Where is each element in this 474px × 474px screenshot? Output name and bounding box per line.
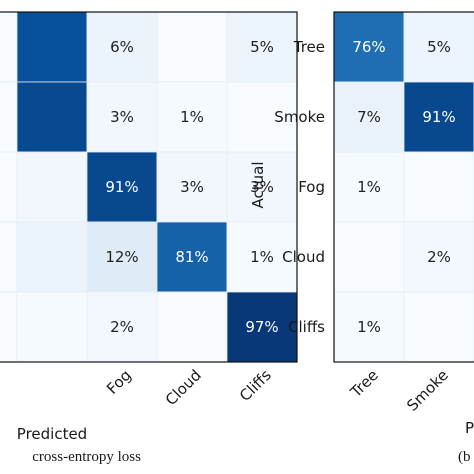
cell-value-label: 5% [250,38,274,56]
heatmap-cell [226,11,298,83]
cell-value-label: 2% [427,248,451,266]
heatmap-cell [156,291,228,363]
cell-value-label: 1% [180,108,204,126]
heatmap-cell [0,151,18,223]
heatmap-cell [226,291,298,363]
heatmap-cell [226,151,298,223]
y-tick-label: Smoke [274,108,325,126]
heatmap-cell [86,81,158,153]
cell-value-label: 76% [352,38,385,56]
cell-value-label: 6% [110,38,134,56]
y-tick-label: Fog [298,178,325,196]
heatmap-cell [16,291,88,363]
cell-value-label: 97% [245,318,278,336]
heatmap-cell [0,291,18,363]
x-tick-label: Cliffs [236,366,275,405]
x-tick-label: Tree [346,366,382,402]
heatmap-frame [333,11,474,363]
x-tick-label: Smoke [403,366,452,415]
right-confusion-matrix: 76% 5% 7% 91% 1% 2% 1% Tree Smoke Tree Smoke Fog Clo… [274,11,474,415]
cell-value-label: 1% [357,318,381,336]
cell-value-label: 12% [105,248,138,266]
cell-value-label: 3% [180,178,204,196]
heatmap-cell [86,221,158,293]
heatmap-cell [86,291,158,363]
heatmap-cell [403,151,474,223]
left-x-axis-label: Predicted [17,425,87,443]
heatmap-cell [333,81,405,153]
heatmap-cell [16,11,88,83]
cell-value-label: 1% [250,248,274,266]
cell-value-label: 7% [357,108,381,126]
cell-value-label: 3% [110,108,134,126]
heatmap-cell [0,81,18,153]
heatmap-cell [333,221,405,293]
left-caption: cross-entropy loss [32,449,141,465]
cell-value-label: 5% [427,38,451,56]
heatmap-cell [226,81,298,153]
right-caption: (b [458,449,471,465]
cell-value-label: 2% [110,318,134,336]
right-x-axis-label: P [465,419,474,437]
y-tick-label: Cliffs [288,318,325,336]
heatmap-cell [86,11,158,83]
heatmap-cell [16,81,88,153]
heatmap-cell [0,221,18,293]
heatmap-cell [403,221,474,293]
heatmap-cell [403,11,474,83]
cell-value-label: 3% [250,178,274,196]
y-tick-label: Tree [293,38,325,56]
heatmap-cell [333,11,405,83]
heatmap-cell [16,151,88,223]
heatmap-cell [403,81,474,153]
heatmap-cell [226,221,298,293]
heatmap-cell [156,81,228,153]
heatmap-cell [403,291,474,363]
x-tick-label: Fog [103,366,135,398]
cell-value-label: 1% [357,178,381,196]
heatmap-frame [0,11,298,363]
heatmap-cell [86,151,158,223]
x-tick-label: Cloud [162,366,205,409]
cell-value-label: 91% [105,178,138,196]
heatmap-cell [156,11,228,83]
heatmap-cell [16,221,88,293]
left-confusion-matrix: 6% 5% 3% 1% 91% 3% 3% 12% 81% 1% 2% 97% Fog Cloud Clif… [0,11,298,409]
heatmap-cell [333,151,405,223]
cell-value-label: 81% [175,248,208,266]
right-y-axis-label: Actual [249,162,267,209]
cell-value-label: 91% [422,108,455,126]
heatmap-cell [0,11,18,83]
y-tick-label: Cloud [282,248,325,266]
